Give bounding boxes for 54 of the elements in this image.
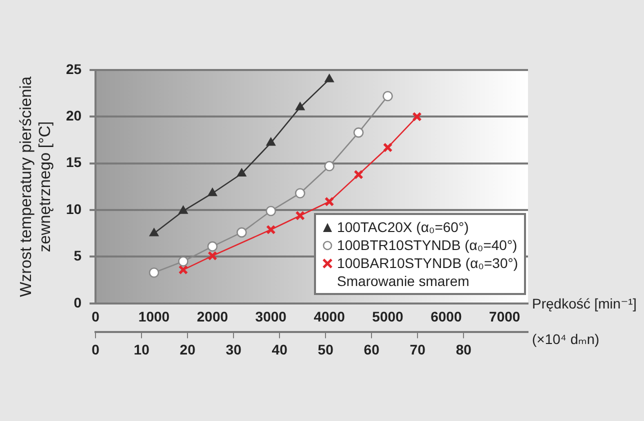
- x2-tick-label: 0: [92, 341, 100, 358]
- point: [353, 127, 364, 138]
- legend-label: 100TAC20X (α₀=60°): [337, 218, 469, 236]
- x2-axis-title: (×10⁴ dₘn): [532, 331, 600, 348]
- point: [266, 138, 276, 146]
- x-tick-label: 0: [92, 308, 100, 325]
- point: [178, 206, 188, 214]
- point: [324, 74, 334, 82]
- x-tick-label: 5000: [372, 308, 404, 325]
- point: [382, 90, 393, 102]
- y-tick-label: 0: [74, 294, 82, 310]
- y-tick-label: 10: [66, 200, 82, 217]
- y-tick-label: 15: [66, 154, 82, 170]
- y-axis-title: Wzrost temperatury pierścienia zewnętrznego [°C]: [18, 76, 54, 297]
- x-tick-label: 3000: [255, 308, 287, 325]
- x2-tick-label: 70: [410, 341, 426, 358]
- x-tick-label: 2000: [196, 308, 228, 325]
- point: [382, 142, 393, 152]
- x2-tick-label: 80: [456, 341, 472, 358]
- point: [295, 210, 305, 220]
- point: [208, 250, 218, 261]
- point: [178, 256, 188, 267]
- y-tick-label: 25: [66, 60, 82, 77]
- point: [324, 161, 334, 172]
- x2-tick-label: 30: [226, 341, 242, 358]
- point: [354, 170, 364, 180]
- x2-tick-label: 40: [272, 341, 288, 358]
- point: [266, 224, 276, 234]
- x-tick-label: 4000: [314, 308, 346, 325]
- point: [294, 188, 306, 198]
- point: [236, 227, 247, 238]
- legend-label: 100BTR10STYNDB (α₀=40°): [337, 236, 518, 254]
- point: [412, 112, 422, 122]
- point: [237, 168, 246, 177]
- annotation: Smarowanie smarem: [336, 272, 470, 290]
- point: [207, 241, 218, 252]
- point: [148, 267, 160, 278]
- x2-tick-label: 20: [180, 341, 196, 358]
- x2-tick-label: 10: [134, 341, 150, 358]
- x-tick-label: 7000: [489, 308, 520, 325]
- point: [208, 188, 217, 196]
- x-tick-label: 1000: [138, 308, 170, 325]
- point: [149, 228, 159, 236]
- point: [324, 196, 334, 206]
- y-tick-label: 20: [66, 108, 82, 124]
- x2-tick-label: 50: [318, 341, 334, 358]
- y-tick-label: 5: [74, 248, 82, 264]
- x2-tick-label: 60: [364, 341, 380, 358]
- point: [296, 102, 305, 110]
- legend-label: 100BAR10STYNDB (α₀=30°): [337, 254, 518, 272]
- point: [266, 206, 276, 216]
- x-tick-label: 6000: [430, 308, 462, 325]
- point: [178, 264, 188, 275]
- x-axis-title: Prędkość [min⁻¹]: [532, 295, 637, 312]
